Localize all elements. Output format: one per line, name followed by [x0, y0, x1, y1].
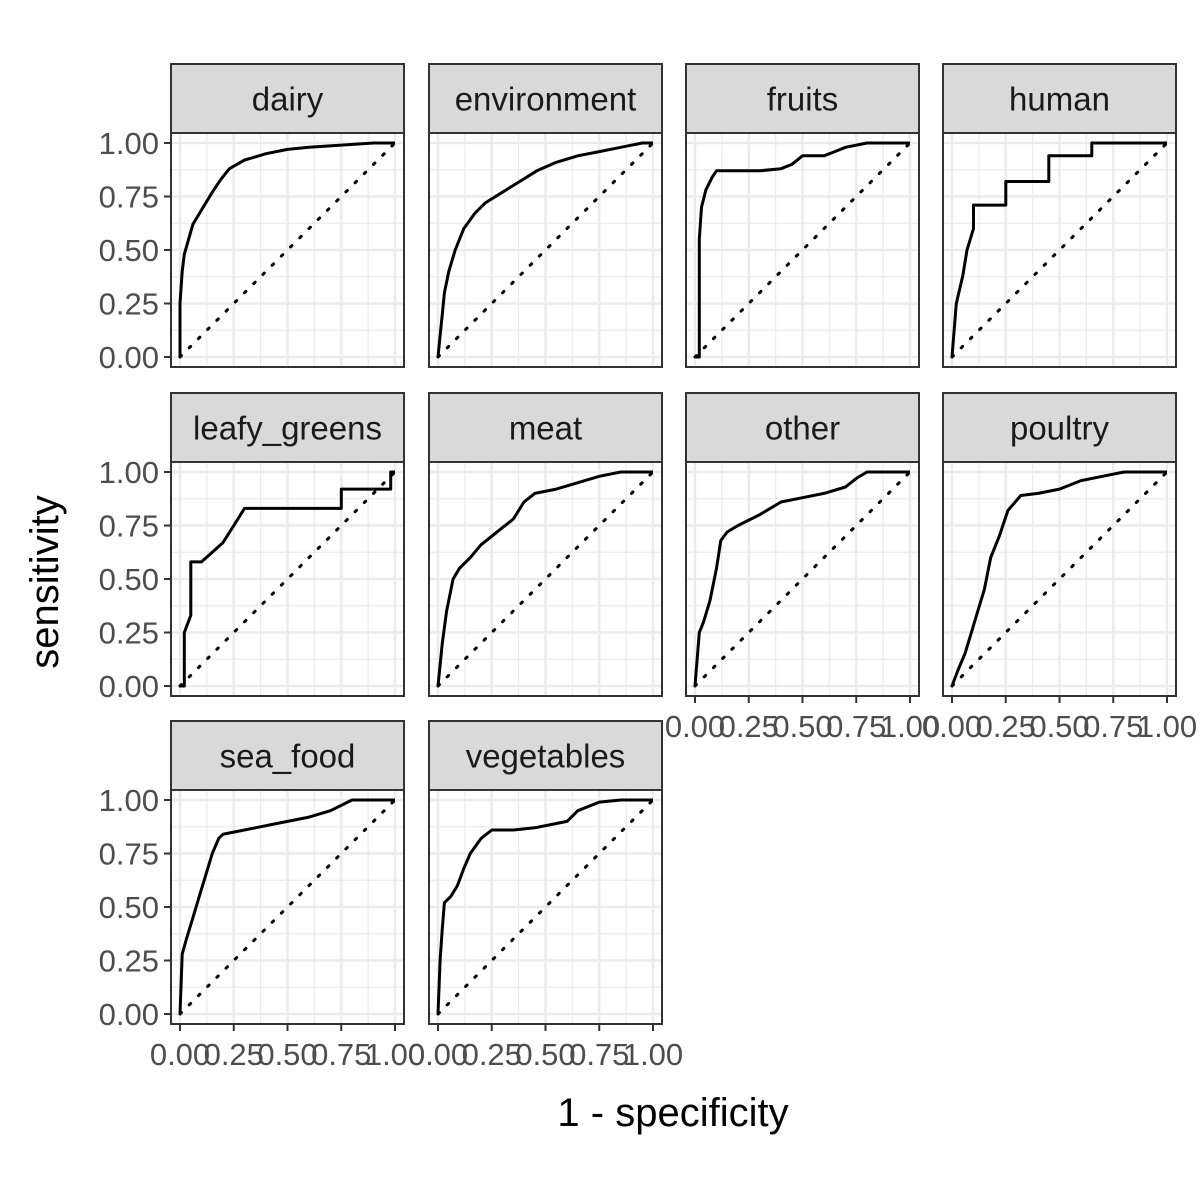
panel-border	[428, 132, 663, 368]
x-tick-label: 0.50	[1029, 709, 1089, 744]
strip-environment	[428, 63, 663, 134]
facet-leafy_greens: leafy_greens 0.00 0.25 0.50 0.75 1.00	[99, 392, 405, 704]
y-tick-label: 0.50	[99, 562, 159, 597]
strip-label-environment: environment	[455, 81, 637, 118]
y-tick-label: 0.25	[99, 287, 159, 322]
facet-human: human	[942, 63, 1177, 368]
x-tick-label: 0.50	[257, 1037, 317, 1072]
strip-label-human: human	[1009, 81, 1110, 118]
roc-curve-vegetables	[436, 798, 653, 1015]
strip-label-vegetables: vegetables	[466, 738, 626, 775]
diagonal-reference-line	[436, 798, 655, 1016]
x-tick-label: 0.25	[462, 1037, 522, 1072]
roc-curve-leafy_greens	[180, 470, 395, 688]
diagonal-reference-line	[178, 798, 397, 1016]
facet-vegetables: vegetables 0.000.250.500.751.00	[408, 720, 683, 1072]
x-tick-label: 1.00	[365, 1037, 425, 1072]
roc-curve-poultry	[950, 470, 1167, 687]
x-tick-label: 0.25	[719, 709, 779, 744]
strip-poultry	[942, 392, 1177, 463]
roc-curve-fruits	[695, 141, 910, 359]
diagonal-reference-line	[436, 141, 655, 359]
strip-label-fruits: fruits	[767, 81, 839, 118]
diagonal-reference-line	[693, 141, 912, 359]
x-tick-label: 0.25	[204, 1037, 264, 1072]
x-tick-label: 0.00	[665, 709, 725, 744]
panel-border	[685, 132, 920, 368]
strip-label-sea_food: sea_food	[220, 738, 356, 775]
y-tick-label: 1.00	[99, 126, 159, 161]
x-tick-label: 0.75	[311, 1037, 371, 1072]
strip-label-meat: meat	[509, 410, 582, 447]
y-tick-label: 0.25	[99, 616, 159, 651]
roc-curve-dairy	[178, 141, 395, 357]
strip-dairy	[170, 63, 405, 134]
panel-border	[428, 461, 663, 697]
diagonal-reference-line	[178, 470, 397, 688]
strip-label-poultry: poultry	[1010, 410, 1110, 447]
y-tick-label: 1.00	[99, 783, 159, 818]
x-tick-label: 0.00	[408, 1037, 468, 1072]
x-tick-label: 0.50	[515, 1037, 575, 1072]
x-tick-label: 0.00	[922, 709, 982, 744]
strip-human	[942, 63, 1177, 134]
y-tick-label: 0.75	[99, 180, 159, 215]
facet-other: other 0.000.250.500.751.00	[665, 392, 940, 744]
facet-dairy: dairy 0.00 0.25 0.50 0.75 1.00	[99, 63, 405, 375]
facet-environment: environment	[428, 63, 663, 368]
panel-border	[942, 132, 1177, 368]
x-tick-label: 0.75	[826, 709, 886, 744]
x-tick-label: 0.25	[976, 709, 1036, 744]
y-tick-label: 0.75	[99, 837, 159, 872]
facet-sea_food: sea_food0.000.250.500.751.000.000.250.50…	[99, 720, 425, 1072]
y-tick-label: 0.00	[99, 997, 159, 1032]
x-tick-label: 1.00	[1137, 709, 1197, 744]
diagonal-reference-line	[693, 470, 912, 688]
roc-curve-other	[693, 470, 910, 687]
facet-meat: meat	[428, 392, 663, 697]
diagonal-reference-line	[950, 141, 1169, 359]
roc-curve-sea_food	[178, 798, 395, 1015]
y-tick-label: 0.00	[99, 669, 159, 704]
facet-fruits: fruits	[685, 63, 920, 368]
diagonal-reference-line	[950, 470, 1169, 688]
x-tick-label: 1.00	[880, 709, 940, 744]
strip-label-leafy_greens: leafy_greens	[193, 410, 382, 447]
strip-vegetables	[428, 720, 663, 791]
y-tick-label: 0.25	[99, 944, 159, 979]
facet-poultry: poultry 0.000.250.500.751.00	[922, 392, 1197, 744]
diagonal-reference-line	[178, 141, 397, 359]
x-tick-label: 0.50	[772, 709, 832, 744]
roc-curve-environment	[436, 141, 653, 358]
y-tick-label: 0.75	[99, 509, 159, 544]
y-tick-label: 0.50	[99, 233, 159, 268]
strip-leafy_greens	[170, 392, 405, 463]
roc-curve-human	[950, 141, 1167, 358]
diagonal-reference-line	[436, 470, 655, 688]
strip-label-other: other	[765, 410, 840, 447]
strip-fruits	[685, 63, 920, 134]
x-tick-label: 0.75	[1083, 709, 1143, 744]
strip-meat	[428, 392, 663, 463]
x-tick-label: 0.00	[150, 1037, 210, 1072]
x-tick-label: 0.75	[569, 1037, 629, 1072]
y-tick-label: 1.00	[99, 455, 159, 490]
y-tick-label: 0.00	[99, 340, 159, 375]
y-axis-title: sensitivity	[23, 495, 67, 668]
x-axis-title: 1 - specificity	[557, 1091, 788, 1135]
y-tick-label: 0.50	[99, 890, 159, 925]
strip-label-dairy: dairy	[252, 81, 324, 118]
x-tick-label: 1.00	[623, 1037, 683, 1072]
roc-curve-meat	[436, 470, 653, 687]
